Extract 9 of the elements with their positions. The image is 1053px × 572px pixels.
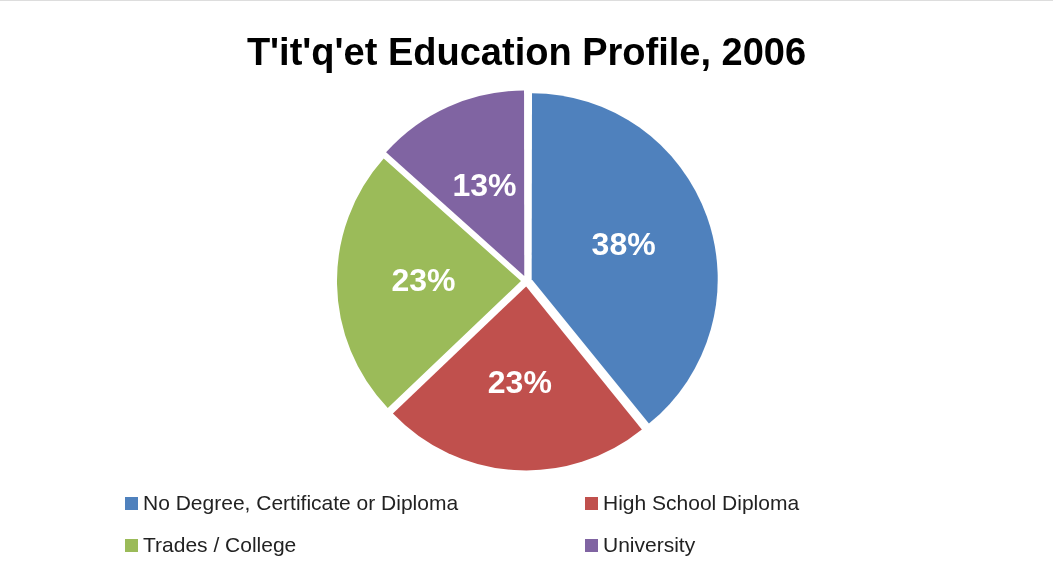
legend-label: No Degree, Certificate or Diploma xyxy=(143,491,459,515)
data-label: 23% xyxy=(487,363,552,400)
data-label: 13% xyxy=(452,166,517,203)
chart-title: T'it'q'et Education Profile, 2006 xyxy=(245,31,808,74)
legend-label: High School Diploma xyxy=(603,491,800,515)
legend-label: University xyxy=(603,533,696,557)
data-label: 38% xyxy=(591,226,656,263)
data-label: 23% xyxy=(391,262,456,299)
legend-label: Trades / College xyxy=(143,533,297,557)
